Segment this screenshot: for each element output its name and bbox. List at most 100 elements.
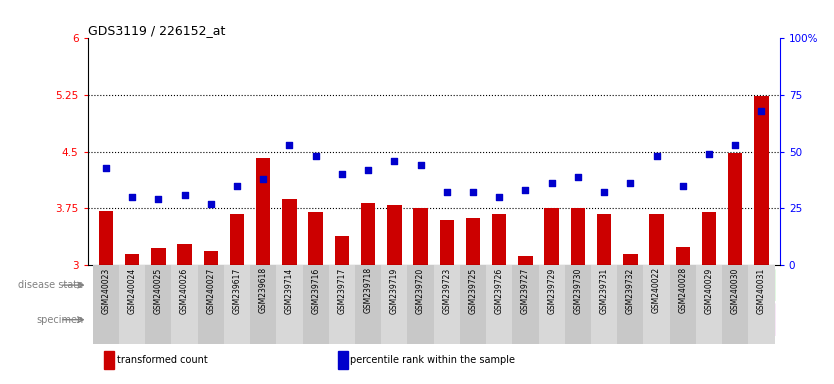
Bar xyxy=(230,214,244,265)
Point xyxy=(125,194,138,200)
Bar xyxy=(492,214,506,265)
Bar xyxy=(728,153,742,265)
Text: GSM239719: GSM239719 xyxy=(389,267,399,314)
Point xyxy=(729,142,742,148)
Bar xyxy=(198,265,224,344)
Bar xyxy=(309,212,323,265)
Bar xyxy=(303,265,329,344)
Bar xyxy=(414,209,428,265)
Bar xyxy=(151,248,166,265)
Bar xyxy=(276,265,303,344)
Point xyxy=(309,153,323,159)
Point xyxy=(361,167,374,173)
Bar xyxy=(460,265,486,344)
Bar xyxy=(434,265,460,344)
Text: GSM240031: GSM240031 xyxy=(757,267,766,314)
Bar xyxy=(93,265,119,344)
Text: inflamed: inflamed xyxy=(306,314,352,325)
Bar xyxy=(98,210,113,265)
Bar xyxy=(282,199,297,265)
Point xyxy=(571,174,585,180)
Bar xyxy=(172,265,198,344)
Point xyxy=(204,201,218,207)
Bar xyxy=(670,265,696,344)
Bar xyxy=(512,265,539,344)
Bar xyxy=(617,265,644,344)
Bar xyxy=(591,265,617,344)
Text: GSM239732: GSM239732 xyxy=(626,267,635,314)
Bar xyxy=(387,205,401,265)
Bar xyxy=(623,254,637,265)
Text: GSM240029: GSM240029 xyxy=(705,267,714,314)
Bar xyxy=(93,269,224,301)
Text: control: control xyxy=(140,280,177,290)
Text: GSM239716: GSM239716 xyxy=(311,267,320,314)
Bar xyxy=(748,265,775,344)
Bar xyxy=(644,265,670,344)
Text: GSM239727: GSM239727 xyxy=(521,267,530,314)
Text: GSM240027: GSM240027 xyxy=(206,267,215,314)
Point xyxy=(283,142,296,148)
Bar xyxy=(224,265,250,344)
Bar xyxy=(440,220,454,265)
Bar xyxy=(518,256,533,265)
Text: GSM239714: GSM239714 xyxy=(285,267,294,314)
Bar xyxy=(329,265,355,344)
Bar xyxy=(701,212,716,265)
Bar xyxy=(224,269,775,301)
Bar xyxy=(355,265,381,344)
Text: GSM239729: GSM239729 xyxy=(547,267,556,314)
Point xyxy=(702,151,716,157)
Bar xyxy=(434,303,775,336)
Bar xyxy=(545,209,559,265)
Text: non-inflamed: non-inflamed xyxy=(123,314,193,325)
Text: GDS3119 / 226152_at: GDS3119 / 226152_at xyxy=(88,24,225,37)
Text: GSM240026: GSM240026 xyxy=(180,267,189,314)
Text: GSM239730: GSM239730 xyxy=(574,267,582,314)
Text: GSM239731: GSM239731 xyxy=(600,267,609,314)
Text: GSM239723: GSM239723 xyxy=(442,267,451,314)
Point xyxy=(545,180,558,187)
Bar xyxy=(466,218,480,265)
Point xyxy=(440,189,454,195)
Text: non-inflamed: non-inflamed xyxy=(570,314,639,325)
Bar xyxy=(145,265,172,344)
Bar xyxy=(203,252,218,265)
Bar xyxy=(722,265,748,344)
Point xyxy=(650,153,663,159)
Bar xyxy=(125,254,139,265)
Text: percentile rank within the sample: percentile rank within the sample xyxy=(350,355,515,365)
Text: GSM240028: GSM240028 xyxy=(678,267,687,313)
Point xyxy=(414,162,427,168)
Point xyxy=(624,180,637,187)
Text: disease state: disease state xyxy=(18,280,83,290)
Point xyxy=(230,183,244,189)
Point xyxy=(466,189,480,195)
Bar xyxy=(250,265,276,344)
Bar xyxy=(256,158,270,265)
Text: ulcerative colitis: ulcerative colitis xyxy=(456,280,542,290)
Point xyxy=(676,183,690,189)
Bar xyxy=(650,214,664,265)
Bar xyxy=(597,214,611,265)
Bar xyxy=(539,265,565,344)
Point xyxy=(257,176,270,182)
Bar xyxy=(119,265,145,344)
Point xyxy=(755,108,768,114)
Text: GSM240024: GSM240024 xyxy=(128,267,137,314)
Bar xyxy=(178,244,192,265)
Bar xyxy=(334,236,349,265)
Text: GSM239725: GSM239725 xyxy=(469,267,478,314)
Text: GSM239617: GSM239617 xyxy=(233,267,242,314)
Text: GSM239618: GSM239618 xyxy=(259,267,268,313)
Point xyxy=(178,192,191,198)
Text: GSM240025: GSM240025 xyxy=(153,267,163,314)
Bar xyxy=(408,265,434,344)
Point xyxy=(152,196,165,202)
Bar xyxy=(570,209,585,265)
Bar xyxy=(696,265,722,344)
Point xyxy=(597,189,610,195)
Bar xyxy=(93,303,224,336)
Text: GSM240023: GSM240023 xyxy=(102,267,110,314)
Point xyxy=(493,194,506,200)
